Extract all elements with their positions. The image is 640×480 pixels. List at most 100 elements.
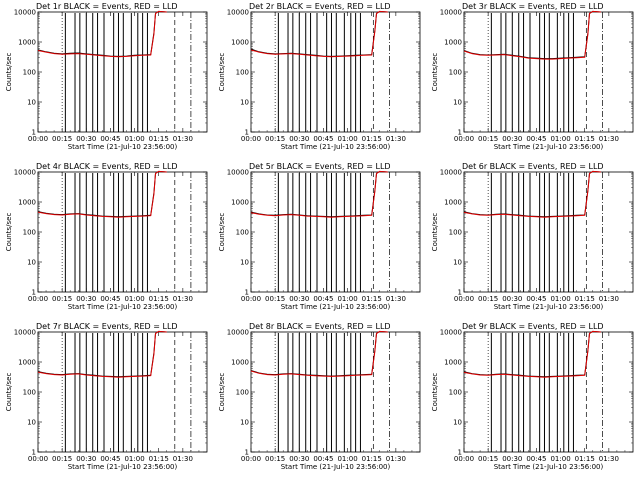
y-tick-label: 1 [32, 129, 36, 137]
x-tick-label: 01:15 [362, 455, 382, 463]
lld-series-line [463, 330, 601, 378]
y-tick-label: 100 [449, 389, 462, 397]
lld-series-line [37, 10, 167, 58]
y-tick-label: 1000 [444, 199, 462, 207]
x-tick-label: 01:30 [599, 295, 619, 303]
panel-det-3: Det 3r BLACK = Events, RED = LLD 1 10 100 10… [431, 2, 634, 151]
y-axis-label: Counts/sec [218, 213, 226, 252]
y-tick-label: 1000 [231, 359, 249, 367]
y-tick-label: 1000 [231, 199, 249, 207]
lld-series-line [250, 330, 388, 377]
x-axis-label: Start Time (21-Jul-10 23:56:00) [68, 143, 178, 151]
x-tick-label: 01:00 [124, 135, 144, 143]
x-tick-label: 01:15 [149, 135, 169, 143]
x-tick-label: 00:00 [28, 295, 48, 303]
lld-series-line [463, 170, 601, 218]
y-tick-label: 100 [23, 229, 36, 237]
y-tick-label: 1 [458, 449, 462, 457]
x-tick-label: 00:30 [76, 295, 96, 303]
events-series-line [463, 170, 601, 218]
y-tick-label: 10000 [14, 169, 36, 177]
y-tick-label: 1000 [18, 359, 36, 367]
x-tick-label: 01:15 [149, 455, 169, 463]
panel-det-1: Det 1r BLACK = Events, RED = LLD 1 10 100 10… [5, 2, 208, 151]
plot-frame [250, 11, 421, 133]
x-tick-label: 00:00 [454, 135, 474, 143]
x-tick-label: 00:30 [76, 135, 96, 143]
x-tick-label: 01:00 [337, 135, 357, 143]
x-tick-label: 01:30 [599, 135, 619, 143]
x-tick-label: 00:00 [241, 135, 261, 143]
x-tick-label: 00:15 [265, 295, 285, 303]
plot-frame [463, 331, 634, 453]
y-tick-label: 10 [240, 99, 249, 107]
panel-title: Det 9r BLACK = Events, RED = LLD [462, 322, 604, 331]
y-tick-label: 10 [453, 419, 462, 427]
x-tick-label: 00:15 [265, 455, 285, 463]
x-tick-label: 00:45 [526, 135, 546, 143]
panel-det-6: Det 6r BLACK = Events, RED = LLD 1 10 100 10… [431, 162, 634, 311]
y-tick-label: 10 [453, 99, 462, 107]
events-series-line [250, 170, 388, 218]
x-tick-label: 01:15 [362, 295, 382, 303]
panel-det-8: Det 8r BLACK = Events, RED = LLD 1 10 100 10… [218, 322, 421, 471]
x-tick-label: 00:15 [478, 295, 498, 303]
y-tick-label: 100 [236, 229, 249, 237]
x-tick-label: 00:45 [313, 135, 333, 143]
x-tick-label: 00:15 [478, 455, 498, 463]
plot-frame [250, 171, 421, 293]
y-tick-label: 10000 [227, 169, 249, 177]
x-tick-label: 00:30 [502, 295, 522, 303]
x-tick-label: 00:15 [478, 135, 498, 143]
y-tick-label: 10 [453, 259, 462, 267]
x-tick-label: 00:15 [52, 455, 72, 463]
x-tick-label: 00:45 [100, 455, 120, 463]
x-tick-label: 00:30 [289, 455, 309, 463]
y-tick-label: 10 [240, 419, 249, 427]
x-tick-label: 00:45 [100, 295, 120, 303]
x-tick-label: 01:30 [386, 455, 406, 463]
x-tick-label: 01:15 [149, 295, 169, 303]
x-tick-label: 01:00 [550, 295, 570, 303]
x-axis-label: Start Time (21-Jul-10 23:56:00) [494, 463, 604, 471]
x-axis-label: Start Time (21-Jul-10 23:56:00) [68, 303, 178, 311]
y-tick-label: 10 [27, 99, 36, 107]
x-tick-label: 01:00 [337, 295, 357, 303]
y-tick-label: 100 [449, 69, 462, 77]
y-axis-label: Counts/sec [5, 373, 13, 412]
panel-title: Det 3r BLACK = Events, RED = LLD [462, 2, 604, 11]
panel-title: Det 7r BLACK = Events, RED = LLD [36, 322, 178, 331]
y-axis-label: Counts/sec [431, 213, 439, 252]
x-tick-label: 00:45 [526, 455, 546, 463]
x-tick-label: 00:45 [313, 455, 333, 463]
x-tick-label: 00:15 [52, 135, 72, 143]
y-tick-label: 1 [245, 289, 249, 297]
x-tick-label: 00:00 [241, 295, 261, 303]
plot-frame [463, 11, 634, 133]
x-tick-label: 00:00 [454, 455, 474, 463]
x-tick-label: 00:00 [454, 295, 474, 303]
x-tick-label: 00:30 [76, 455, 96, 463]
lld-series-line [37, 170, 167, 218]
y-tick-label: 10000 [227, 9, 249, 17]
y-tick-label: 1000 [444, 39, 462, 47]
x-tick-label: 01:15 [575, 295, 595, 303]
y-tick-label: 10000 [440, 9, 462, 17]
plot-frame [37, 11, 208, 133]
x-tick-label: 01:30 [173, 295, 193, 303]
y-tick-label: 1 [32, 289, 36, 297]
y-tick-label: 10000 [227, 329, 249, 337]
plot-frame [250, 331, 421, 453]
lld-series-line [37, 330, 167, 378]
y-tick-label: 1000 [18, 39, 36, 47]
x-axis-label: Start Time (21-Jul-10 23:56:00) [281, 143, 391, 151]
events-series-line [250, 330, 388, 377]
panel-title: Det 2r BLACK = Events, RED = LLD [249, 2, 391, 11]
y-tick-label: 100 [23, 389, 36, 397]
x-tick-label: 00:15 [265, 135, 285, 143]
y-tick-label: 1000 [231, 39, 249, 47]
x-tick-label: 01:00 [124, 455, 144, 463]
x-tick-label: 00:00 [28, 455, 48, 463]
x-tick-label: 00:30 [502, 135, 522, 143]
y-tick-label: 1 [245, 129, 249, 137]
